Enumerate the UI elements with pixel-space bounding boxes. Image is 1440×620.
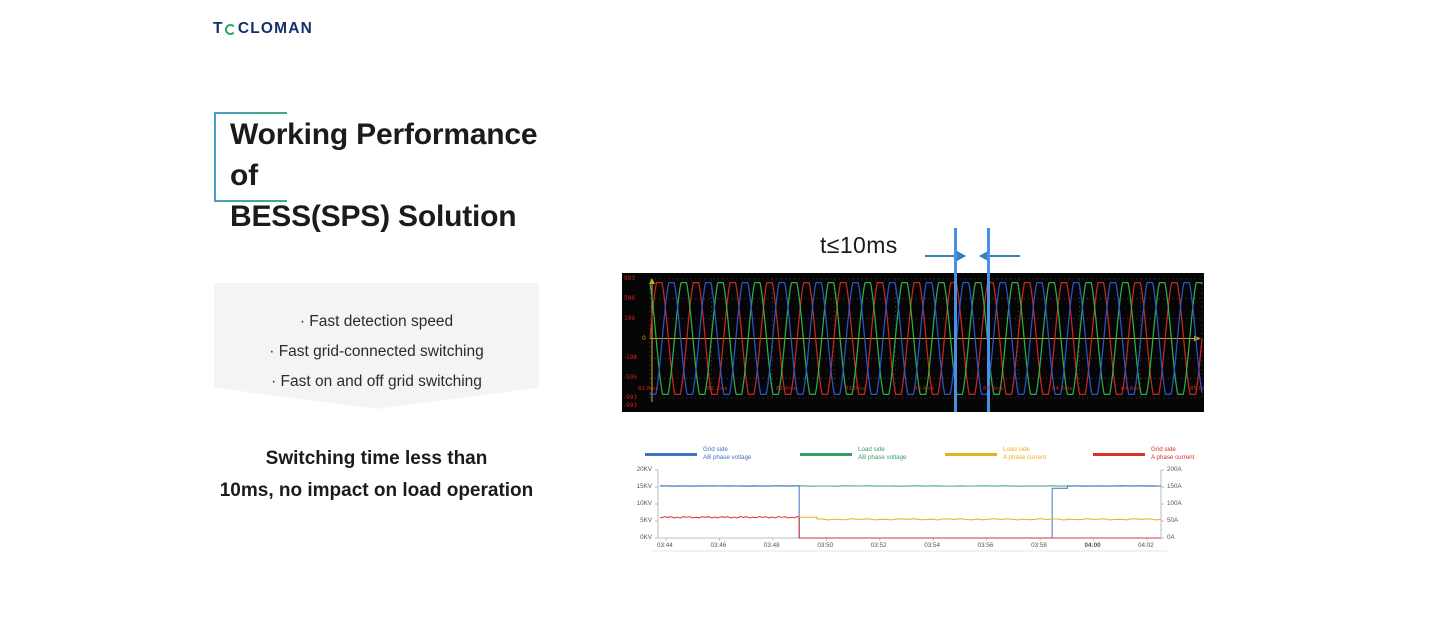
trend-chart-legend: Grid side AB phase voltage Load side AB pha… <box>615 446 1207 470</box>
bullet-item-1: · Fast detection speed <box>299 313 454 330</box>
oscilloscope-y-tick: -993 <box>624 402 637 409</box>
trend-legend-label: Load side AB phase voltage <box>858 446 907 461</box>
trend-x-tick: 03:54 <box>924 542 940 549</box>
trend-y-tick-left: 10KV <box>636 500 652 507</box>
grid-load-trend-chart: Grid side AB phase voltage Load side AB pha… <box>615 446 1207 556</box>
trend-legend-item: Grid side AB phase voltage <box>645 446 752 462</box>
oscilloscope-cursor-2 <box>987 273 990 412</box>
trend-x-tick: 03:56 <box>977 542 994 549</box>
oscilloscope-y-tick: 0 <box>642 334 646 342</box>
bullet-item-2: · Fast grid-connected switching <box>269 343 484 360</box>
brand-logo-text-2: CLOMAN <box>237 20 314 37</box>
cursor-line-2 <box>987 228 990 276</box>
trend-chart-plot: 20KV 15KV 10KV 5KV 0KV 200A 150A 100A 50A 0A 03:… <box>615 464 1207 556</box>
trend-x-tick: 03:58 <box>1031 542 1047 549</box>
oscilloscope-chart: 993 596 199 0 -198 -595 -993 -993 81.8ms 82.2ms 82… <box>622 273 1204 412</box>
oscilloscope-x-tick: 82.6ms <box>776 386 797 392</box>
title-frame-top-border <box>214 112 287 114</box>
trend-y-tick-right: 200A <box>1167 466 1182 473</box>
trend-y-tick-right: 100A <box>1167 500 1182 507</box>
trend-x-tick: 03:46 <box>710 542 727 549</box>
oscilloscope-cursor-1 <box>954 273 957 412</box>
trend-legend-swatch <box>1093 452 1145 456</box>
feature-bullet-panel: · Fast detection speed · Fast grid-conne… <box>214 283 539 409</box>
trend-y-tick-right: 50A <box>1167 517 1179 524</box>
trend-x-tick: 04:02 <box>1138 542 1154 549</box>
cursor-line-1 <box>954 228 957 276</box>
title-frame-bottom-border <box>214 200 287 202</box>
conclusion-line-1: Switching time less than <box>265 448 488 469</box>
brand-logo: T CLOMAN <box>213 20 313 38</box>
trend-x-tick: 03:50 <box>817 542 834 549</box>
oscilloscope-y-tick: -595 <box>624 374 637 382</box>
oscilloscope-x-tick: 82.2ms <box>707 386 728 392</box>
trend-y-tick-right: 0A <box>1167 534 1175 541</box>
arrow-right-icon <box>925 251 966 261</box>
switching-time-annotation: t≤10ms <box>620 228 1206 276</box>
brand-logo-e-icon <box>224 23 236 35</box>
trend-legend-swatch <box>645 452 697 456</box>
trend-legend-label: Load side A phase current <box>1003 446 1047 461</box>
oscilloscope-x-tick: 85.0ms <box>1190 386 1204 392</box>
annotation-label: t≤10ms <box>820 232 898 258</box>
oscilloscope-x-tick: 84.2ms <box>1052 386 1073 392</box>
trend-y-tick-left: 0KV <box>640 534 652 541</box>
oscilloscope-x-tick: 81.8ms <box>638 386 659 392</box>
oscilloscope-x-tick: 84.6ms <box>1121 386 1142 392</box>
bullet-item-3: · Fast on and off grid switching <box>271 373 482 390</box>
oscilloscope-y-tick: 596 <box>624 294 635 302</box>
page-title: Working Performance of BESS(SPS) Solutio… <box>230 114 560 237</box>
trend-legend-label: Grid side A phase current <box>1151 446 1195 461</box>
trend-y-tick-right: 150A <box>1167 483 1182 490</box>
trend-legend-swatch <box>945 452 997 456</box>
oscilloscope-y-tick: -198 <box>624 354 637 362</box>
oscilloscope-y-tick: 199 <box>624 314 635 322</box>
trend-y-tick-left: 20KV <box>636 466 652 473</box>
trend-x-tick: 03:48 <box>763 542 780 549</box>
page-title-line-1: Working Performance of <box>230 118 538 192</box>
conclusion-text: Switching time less than 10ms, no impact… <box>214 443 539 507</box>
oscilloscope-svg <box>649 278 1203 402</box>
title-frame-left-border <box>214 112 216 202</box>
trend-y-tick-left: 15KV <box>636 483 652 490</box>
oscilloscope-x-tick: 83.4ms <box>914 386 935 392</box>
trend-chart-svg <box>652 469 1167 552</box>
oscilloscope-x-tick: 83.0ms <box>845 386 866 392</box>
trend-x-tick: 03:52 <box>870 542 887 549</box>
trend-x-tick: 03:44 <box>657 542 673 549</box>
arrow-left-icon <box>979 251 1020 261</box>
trend-y-tick-left: 5KV <box>640 517 652 524</box>
conclusion-line-2: 10ms, no impact on load operation <box>219 480 534 501</box>
trend-x-tick: 04:00 <box>1084 542 1101 549</box>
brand-logo-text-1: T <box>213 20 224 37</box>
trend-legend-item: Grid side A phase current <box>1093 446 1194 462</box>
oscilloscope-y-tick: 993 <box>624 275 635 282</box>
oscilloscope-x-tick: 83.8ms <box>983 386 1004 392</box>
trend-legend-swatch <box>800 452 852 456</box>
page-title-line-2: BESS(SPS) Solution <box>230 200 517 233</box>
trend-legend-item: Load side A phase current <box>945 446 1046 462</box>
trend-legend-label: Grid side AB phase voltage <box>703 446 752 461</box>
trend-legend-item: Load side AB phase voltage <box>800 446 907 462</box>
page-title-block: Working Performance of BESS(SPS) Solutio… <box>214 112 544 233</box>
oscilloscope-y-tick: -993 <box>624 394 637 401</box>
